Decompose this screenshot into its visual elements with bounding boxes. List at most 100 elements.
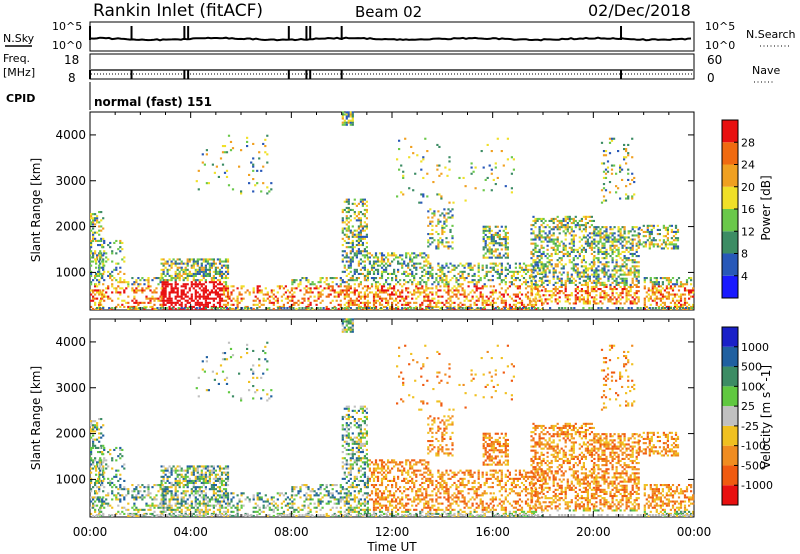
power-echo-cell: [358, 307, 361, 310]
velocity-echo-cell: [135, 512, 138, 515]
power-echo-cell: [595, 279, 598, 282]
velocity-echo-cell: [115, 475, 118, 478]
power-echo-cell: [223, 145, 227, 148]
power-echo-cell: [666, 228, 669, 231]
power-echo-cell: [554, 281, 557, 284]
power-echo-cell: [361, 202, 364, 205]
power-echo-cell: [380, 299, 384, 302]
power-echo-cell: [540, 300, 543, 303]
power-echo-cell: [556, 292, 559, 295]
power-echo-cell: [512, 274, 515, 277]
power-echo-cell: [164, 281, 167, 284]
power-echo-cell: [496, 233, 499, 236]
power-echo-cell: [222, 307, 226, 310]
power-echo-cell: [401, 254, 404, 257]
power-echo-cell: [366, 256, 369, 259]
power-echo-cell: [355, 303, 358, 306]
power-echo-cell: [361, 307, 364, 310]
power-echo-cell: [597, 288, 600, 291]
velocity-echo-cell: [125, 494, 128, 497]
power-echo-cell: [382, 285, 386, 288]
power-echo-cell: [382, 258, 386, 261]
power-echo-cell: [540, 265, 543, 268]
power-echo-cell: [401, 285, 404, 288]
power-echo-cell: [514, 277, 517, 280]
power-echo-cell: [498, 242, 501, 245]
power-echo-cell: [365, 250, 368, 253]
power-echo-cell: [532, 287, 536, 290]
power-echo-cell: [578, 281, 581, 284]
power-echo-cell: [446, 307, 449, 310]
power-echo-cell: [488, 164, 491, 167]
power-echo-cell: [176, 287, 179, 290]
power-echo-cell: [431, 228, 434, 231]
power-echo-cell: [117, 262, 120, 265]
power-echo-cell: [524, 287, 528, 290]
power-echo-cell: [391, 301, 394, 304]
power-echo-cell: [560, 267, 563, 270]
power-echo-cell: [351, 244, 354, 247]
power-echo-cell: [516, 293, 519, 296]
velocity-echo-cell: [170, 494, 173, 497]
power-echo-cell: [353, 291, 356, 294]
power-echo-cell: [351, 225, 354, 228]
power-echo-cell: [625, 283, 628, 286]
velocity-echo-cell: [97, 479, 100, 482]
power-echo-cell: [200, 258, 203, 261]
power-echo-cell: [194, 303, 197, 306]
power-echo-cell: [556, 263, 559, 266]
power-echo-cell: [183, 307, 186, 310]
power-echo-cell: [351, 231, 354, 234]
power-echo-cell: [220, 266, 224, 269]
power-echo-cell: [665, 291, 668, 294]
power-echo-cell: [198, 281, 201, 284]
power-echo-cell: [674, 230, 678, 233]
power-echo-cell: [566, 224, 569, 227]
power-echo-cell: [370, 268, 374, 271]
power-echo-cell: [202, 295, 205, 298]
power-echo-cell: [387, 252, 390, 255]
velocity-echo-cell: [95, 490, 98, 493]
power-echo-cell: [556, 252, 559, 255]
power-echo-cell: [349, 208, 352, 211]
power-echo-cell: [564, 296, 567, 299]
power-echo-cell: [441, 301, 444, 304]
power-echo-cell: [402, 176, 405, 179]
power-echo-cell: [347, 260, 350, 263]
power-echo-cell: [566, 255, 569, 258]
power-echo-cell: [621, 234, 624, 237]
power-echo-cell: [429, 270, 432, 273]
power-echo-cell: [490, 238, 493, 241]
power-echo-cell: [650, 224, 653, 227]
power-echo-cell: [467, 299, 470, 302]
power-echo-cell: [372, 303, 376, 306]
power-echo-cell: [568, 281, 571, 284]
power-echo-cell: [602, 150, 606, 153]
power-echo-cell: [363, 297, 366, 300]
power-echo-cell: [363, 293, 366, 296]
power-echo-cell: [685, 305, 689, 308]
velocity-echo-cell: [95, 496, 98, 499]
power-echo-cell: [143, 301, 146, 304]
power-echo-cell: [597, 302, 600, 305]
power-echo-cell: [347, 266, 350, 269]
power-echo-cell: [391, 287, 394, 290]
power-echo-cell: [180, 303, 183, 306]
power-echo-cell: [347, 229, 350, 232]
power-echo-cell: [469, 268, 472, 271]
velocity-echo-cell: [127, 502, 130, 505]
power-echo-cell: [341, 123, 344, 126]
power-echo-cell: [441, 272, 444, 275]
power-echo-cell: [335, 291, 338, 294]
power-echo-cell: [637, 269, 640, 272]
power-echo-cell: [244, 307, 247, 310]
power-echo-cell: [393, 258, 396, 261]
power-echo-cell: [601, 283, 604, 286]
power-echo-cell: [621, 236, 624, 239]
power-echo-cell: [347, 301, 350, 304]
power-echo-cell: [621, 277, 624, 280]
velocity-echo-cell: [94, 508, 97, 511]
power-echo-cell: [558, 271, 561, 274]
power-echo-cell: [309, 291, 312, 294]
power-echo-cell: [206, 262, 209, 265]
